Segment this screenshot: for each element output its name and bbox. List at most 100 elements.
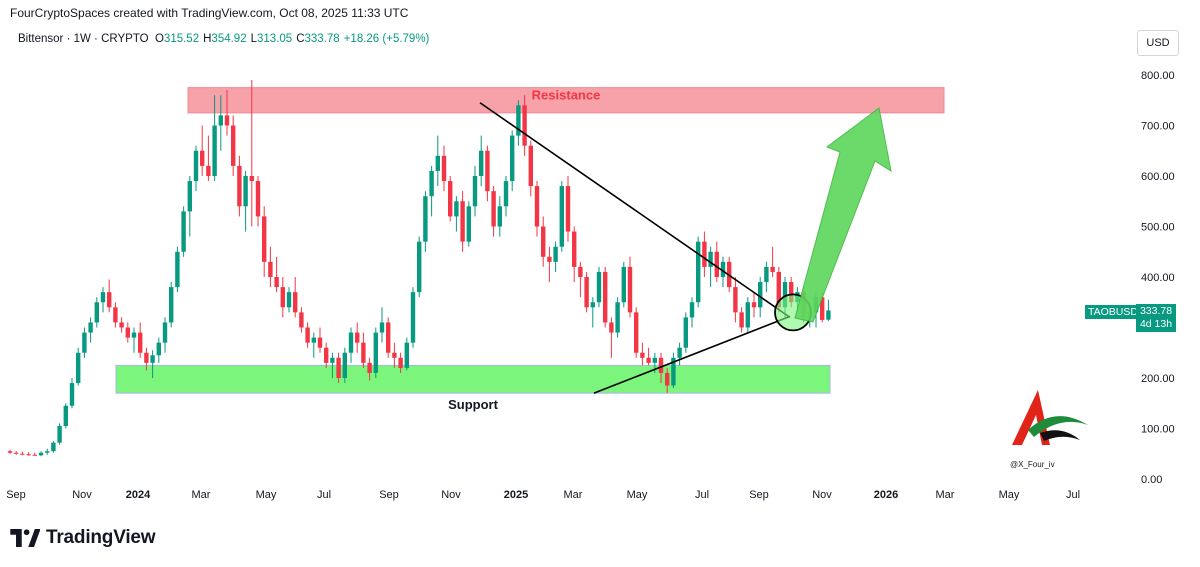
- candle-body: [336, 357, 341, 378]
- candle: [100, 287, 106, 313]
- candle-body: [262, 216, 267, 262]
- candle: [51, 441, 56, 453]
- high-label: H: [203, 33, 212, 45]
- candle-body: [317, 337, 323, 348]
- candle-body: [361, 342, 366, 363]
- candle: [559, 181, 564, 252]
- candle: [150, 350, 155, 378]
- candle: [466, 201, 471, 247]
- x-tick-label: Nov: [441, 489, 461, 501]
- candle: [187, 176, 192, 237]
- x-tick-label: May: [627, 489, 648, 501]
- candle: [224, 90, 230, 136]
- candle: [286, 287, 292, 313]
- symbol-name[interactable]: Bittensor · 1W · CRYPTO: [18, 33, 149, 45]
- candle: [200, 125, 205, 176]
- candle-body: [572, 231, 577, 267]
- candle-body: [640, 352, 645, 358]
- x-tick-label: Jul: [317, 489, 331, 501]
- candle: [510, 130, 515, 192]
- candle-body: [491, 191, 496, 227]
- candle: [379, 307, 385, 343]
- candle-body: [627, 266, 633, 313]
- candle-body: [373, 332, 378, 373]
- candle-body: [113, 307, 118, 323]
- candle: [683, 312, 688, 353]
- x-tick-label: Mar: [192, 489, 211, 501]
- candle: [609, 317, 614, 358]
- candle-body: [299, 312, 304, 328]
- candle: [169, 282, 174, 328]
- candle: [20, 451, 25, 456]
- tradingview-brand: TradingView: [46, 527, 156, 548]
- y-tick-label: 400.00: [1141, 272, 1175, 284]
- candle-body: [231, 125, 236, 166]
- candle: [671, 352, 676, 389]
- candle: [404, 337, 409, 371]
- candle: [138, 322, 143, 358]
- candle-body: [26, 454, 31, 456]
- candle: [578, 261, 583, 298]
- candle-body: [125, 327, 130, 338]
- candle: [361, 332, 366, 368]
- y-tick-label: 700.00: [1141, 121, 1175, 133]
- candle-body: [398, 357, 403, 368]
- candle: [596, 266, 602, 308]
- candle: [280, 277, 285, 318]
- candle-body: [311, 337, 316, 343]
- currency-button[interactable]: USD: [1137, 30, 1179, 56]
- candle-body: [751, 302, 757, 308]
- low-label: L: [250, 33, 258, 45]
- candle: [634, 307, 639, 358]
- ascending-trendline: [593, 315, 791, 394]
- tradingview-logo[interactable]: TradingView: [10, 527, 156, 549]
- candle-body: [410, 292, 416, 343]
- candle-body: [286, 292, 292, 308]
- candle: [336, 352, 341, 384]
- x-tick-label: May: [256, 489, 277, 501]
- candle-body: [720, 261, 726, 277]
- candle: [237, 155, 242, 217]
- candle: [534, 181, 540, 237]
- candle-body: [206, 165, 211, 176]
- candle-body: [32, 454, 37, 456]
- candle-body: [646, 357, 651, 363]
- candle-body: [541, 226, 546, 257]
- candle: [460, 191, 465, 252]
- candle-body: [739, 312, 744, 328]
- candle-body: [454, 201, 459, 217]
- candle: [355, 322, 360, 353]
- candle: [590, 297, 595, 328]
- last-price: 333.78: [1139, 305, 1173, 317]
- candle-body: [20, 453, 25, 455]
- candle: [262, 206, 267, 277]
- candle-body: [621, 266, 626, 303]
- candle: [627, 256, 633, 318]
- candle-body: [702, 241, 707, 267]
- candle: [522, 95, 527, 156]
- candle: [826, 299, 831, 321]
- candle-body: [634, 312, 639, 353]
- candle-body: [609, 322, 614, 333]
- candle-body: [466, 206, 471, 242]
- candle-body: [479, 150, 484, 176]
- candle: [646, 347, 651, 366]
- candle-body: [714, 251, 719, 277]
- candle-body: [522, 105, 527, 146]
- candle-body: [305, 327, 310, 343]
- candle: [516, 100, 521, 146]
- candle-body: [330, 357, 335, 363]
- candle: [410, 287, 416, 348]
- candle: [398, 352, 403, 373]
- candle-body: [392, 352, 397, 358]
- candle: [708, 246, 713, 288]
- x-tick-label: Nov: [72, 489, 92, 501]
- candle: [386, 317, 391, 358]
- candle: [305, 322, 310, 348]
- candle-body: [138, 332, 143, 353]
- candle: [429, 165, 434, 217]
- candle: [181, 206, 186, 257]
- candle-body: [497, 206, 502, 227]
- candle-body: [150, 355, 155, 363]
